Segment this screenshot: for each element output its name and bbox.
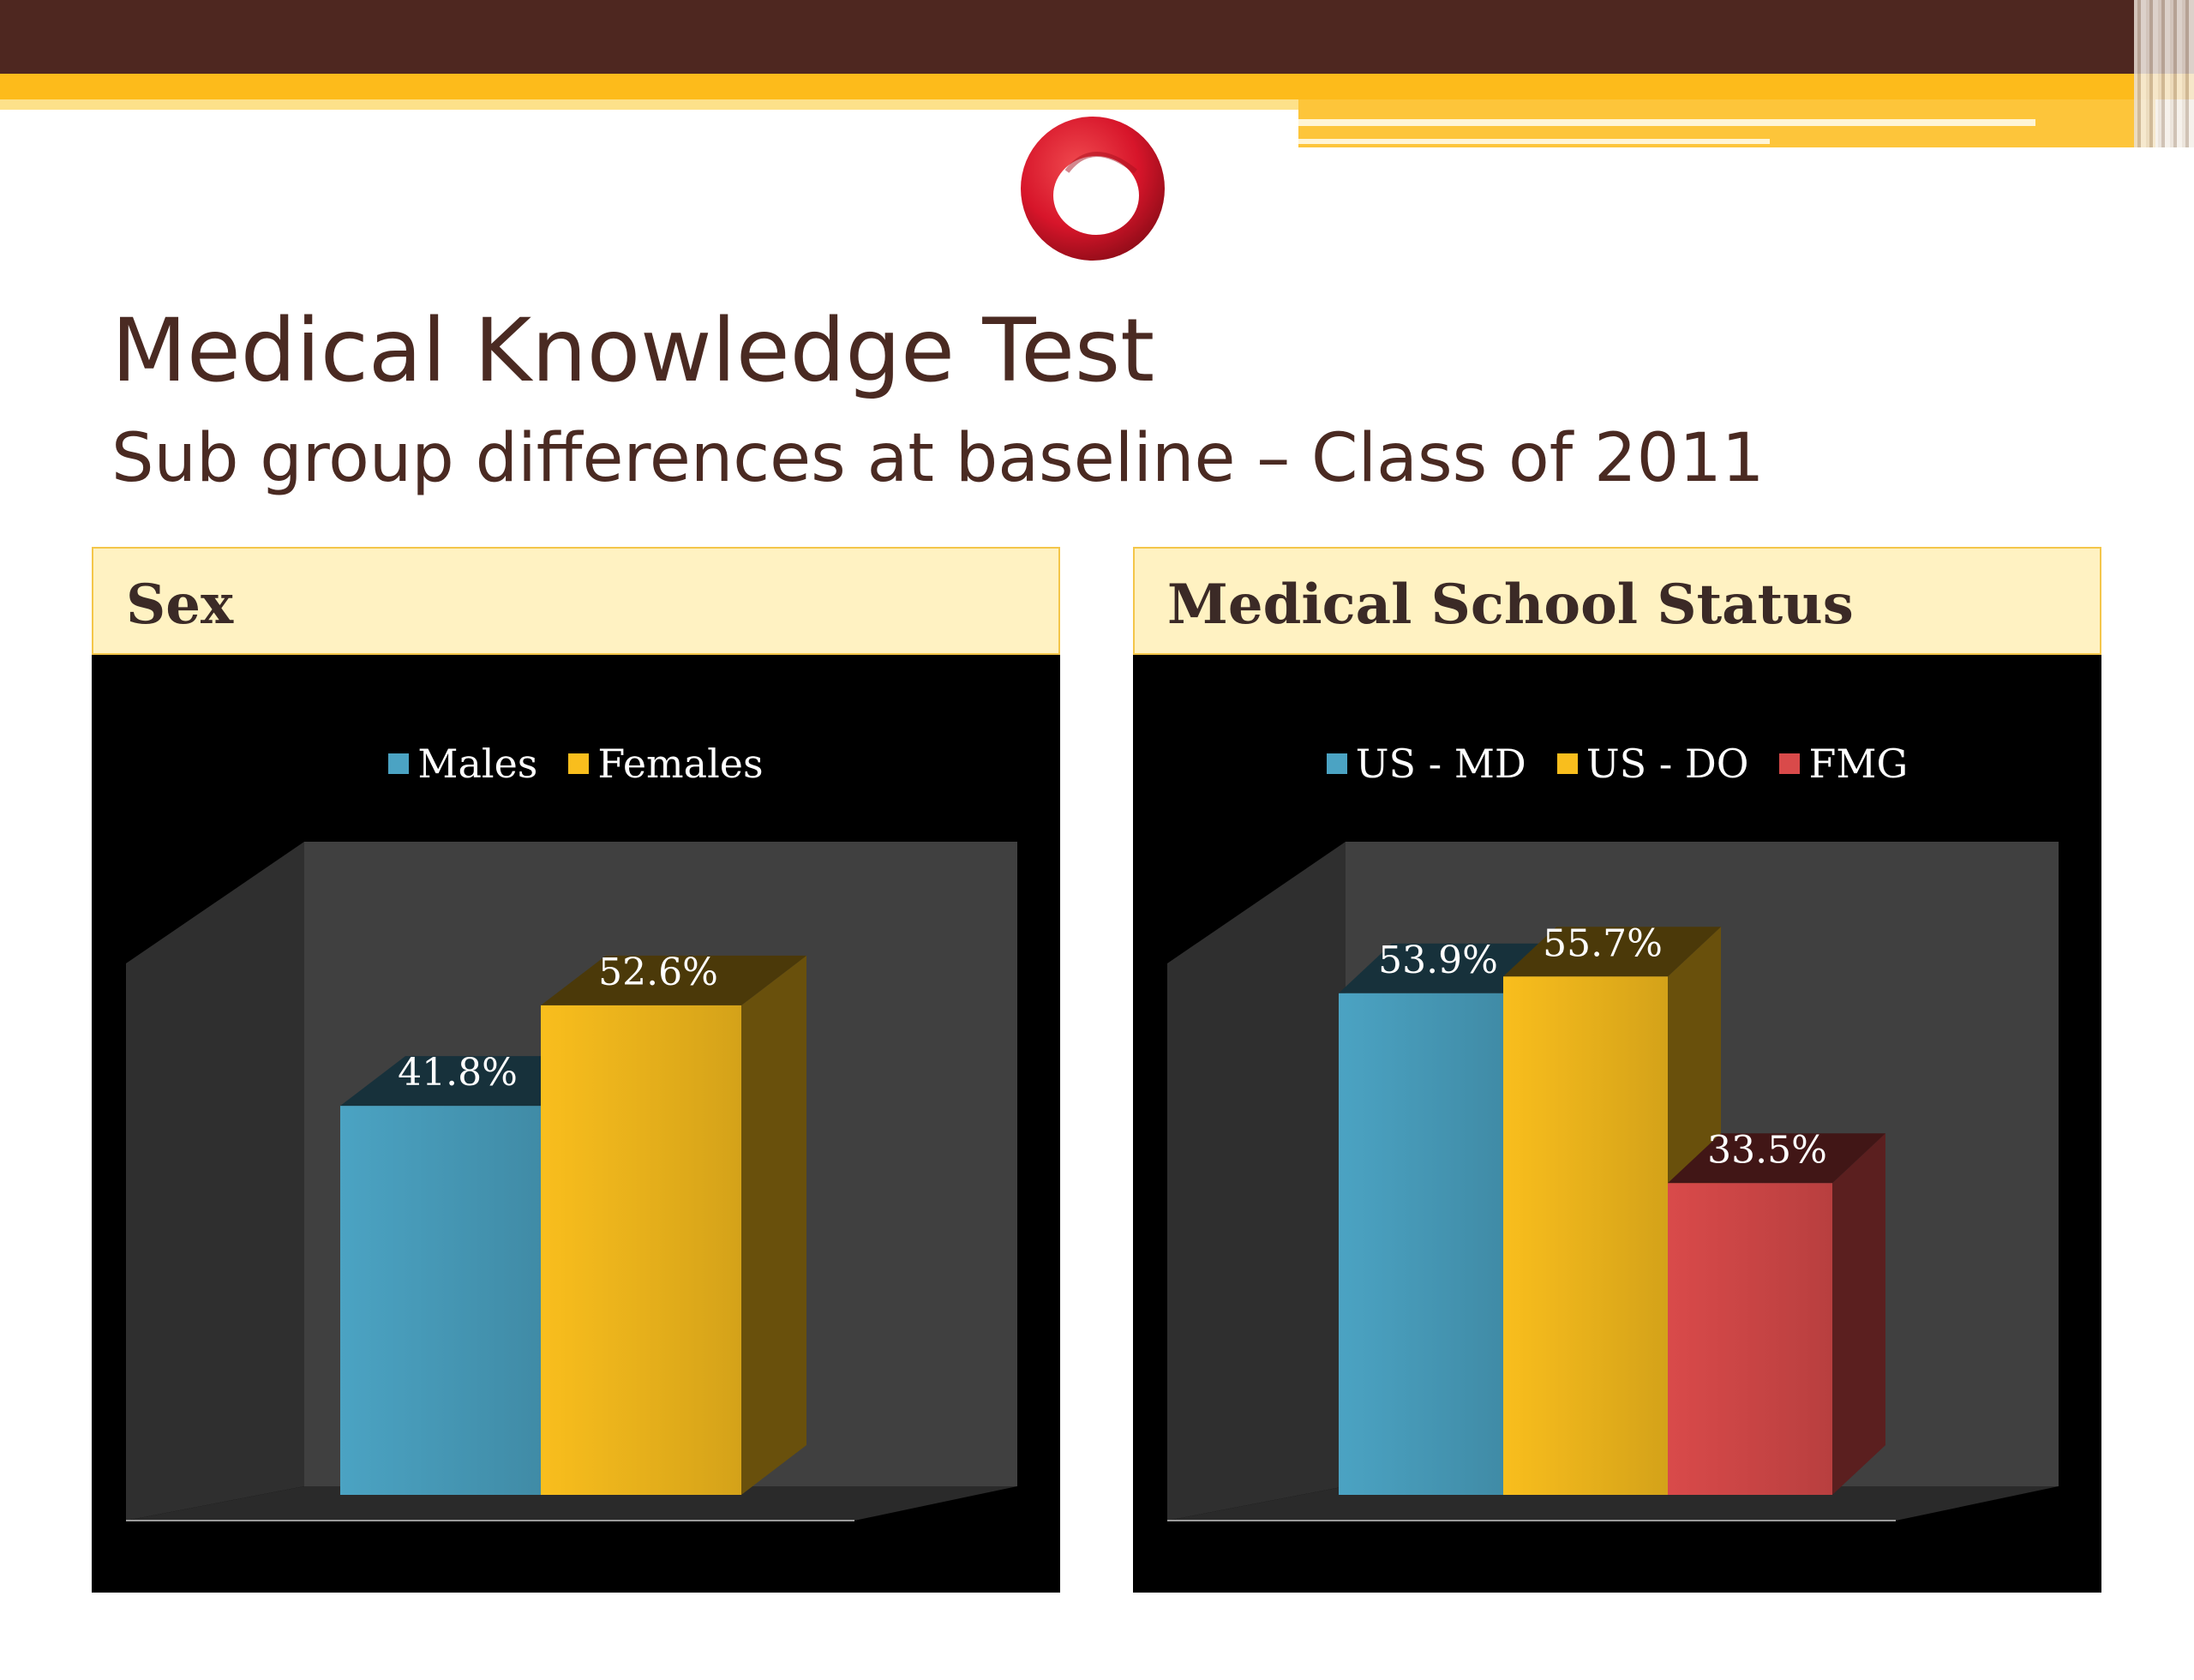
- bar: [1503, 976, 1668, 1495]
- data-label: 52.6%: [598, 951, 718, 994]
- decorative-edge-texture: [2134, 0, 2194, 147]
- bar-top: [1339, 943, 1556, 993]
- chart-area: Males Females 41.8% 52.6% p = .007: [92, 655, 1060, 1680]
- legend-swatch: [568, 753, 590, 774]
- chart-title: Medical School Status: [1167, 573, 1854, 637]
- chart-panel-medical-school-status: Medical School Status US - MD US - DO FMG …: [1133, 547, 2105, 1680]
- p-value-note: p . < .001: [1176, 1641, 1347, 1680]
- legend-label: US - MD: [1355, 741, 1526, 787]
- bar-top: [1503, 927, 1721, 977]
- panel-header: Sex: [92, 547, 1060, 655]
- legend-label: Males: [417, 741, 538, 787]
- chart-legend: Males Females: [92, 741, 1060, 787]
- data-label: 55.7%: [1543, 921, 1663, 965]
- top-brown-bar: [0, 0, 2194, 74]
- legend-item: Males: [388, 741, 537, 787]
- slide-title: Medical Knowledge Test: [111, 300, 1155, 402]
- chart-title: Sex: [126, 573, 234, 637]
- chart-side-wall: [1167, 842, 1346, 1521]
- legend-item: Females: [568, 741, 764, 787]
- legend-swatch: [1326, 753, 1347, 774]
- legend-item: FMG: [1779, 741, 1908, 787]
- data-label: 33.5%: [1707, 1128, 1827, 1172]
- legend-label: Females: [597, 741, 764, 787]
- slide-subtitle: Sub group differences at baseline – Clas…: [111, 420, 1765, 497]
- p-value-note: p = .007: [135, 1641, 284, 1680]
- panel-header: Medical School Status: [1133, 547, 2101, 655]
- chart-legend: US - MD US - DO FMG: [1133, 741, 2101, 787]
- legend-swatch: [1779, 753, 1801, 774]
- legend-swatch: [388, 753, 410, 774]
- bar-side: [1832, 1133, 1885, 1495]
- bar: [1668, 1183, 1832, 1495]
- red-ring-logo-icon: [1021, 117, 1165, 261]
- bar-chart-medical-school-status: 53.9% 55.7% 33.5%: [1167, 842, 2059, 1521]
- bar: [1339, 993, 1503, 1495]
- chart-panel-sex: Sex Males Females 41.8% 52.6% p = .007: [92, 547, 1064, 1680]
- gold-band-fade: [0, 99, 1303, 110]
- chart-side-wall: [126, 842, 304, 1521]
- decorative-stripe: [1298, 119, 2035, 126]
- bar-chart-sex: 41.8% 52.6%: [126, 842, 1017, 1521]
- bar-side: [741, 955, 806, 1495]
- bar: [340, 1106, 541, 1495]
- legend-label: FMG: [1808, 741, 1909, 787]
- chart-area: US - MD US - DO FMG 53.9% 55.7% 33.5% p . < …: [1133, 655, 2101, 1680]
- bar-top: [1668, 1133, 1885, 1184]
- legend-item: US - MD: [1326, 741, 1526, 787]
- data-label: 41.8%: [398, 1051, 518, 1095]
- legend-item: US - DO: [1556, 741, 1749, 787]
- decorative-stripe-short: [1298, 139, 1770, 144]
- legend-label: US - DO: [1586, 741, 1749, 787]
- gold-band: [0, 74, 2194, 99]
- data-label: 53.9%: [1378, 939, 1498, 982]
- bar-top: [340, 1056, 606, 1107]
- bar-top: [541, 955, 806, 1005]
- legend-swatch: [1556, 753, 1578, 774]
- bar: [541, 1005, 741, 1495]
